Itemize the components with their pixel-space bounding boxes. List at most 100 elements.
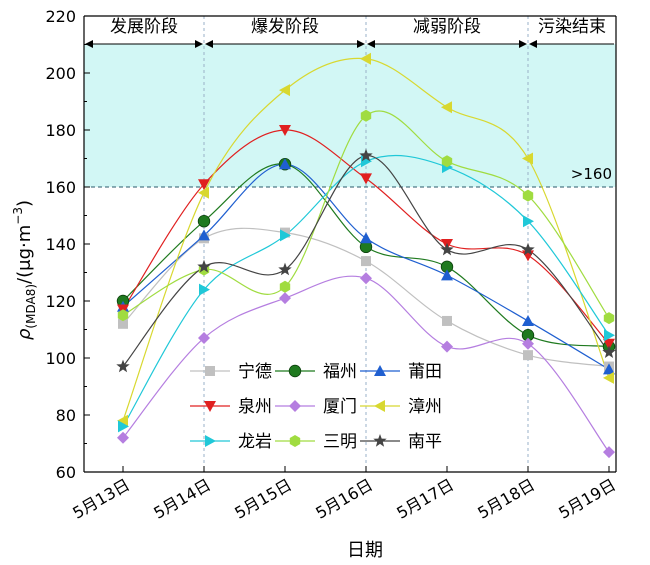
data-point-7-4 <box>441 155 453 168</box>
phase-label-1: 爆发阶段 <box>251 17 319 37</box>
data-point-5-6 <box>603 371 614 384</box>
data-point-6-2 <box>280 229 291 242</box>
data-point-4-5 <box>522 337 534 350</box>
y-tick-label: 120 <box>45 292 76 311</box>
legend-label-2: 莆田 <box>408 362 442 382</box>
data-point-0-3 <box>361 256 371 267</box>
x-tick-label: 5月17日 <box>393 475 457 523</box>
y-axis-title-exponent: −3 <box>11 207 25 225</box>
data-point-5-1 <box>198 186 209 199</box>
data-point-6-6 <box>604 329 615 342</box>
legend-label-8: 南平 <box>408 432 442 452</box>
data-point-2-1 <box>198 229 210 241</box>
data-point-4-2 <box>279 292 291 305</box>
data-point-8-0 <box>116 359 130 373</box>
phase-label-2: 减弱阶段 <box>413 17 481 37</box>
x-tick-label: 5月18日 <box>474 475 538 523</box>
data-point-3-2 <box>279 125 291 136</box>
phase-arrow-head-left <box>205 40 213 48</box>
x-axis-title: 日期 <box>347 540 383 561</box>
series-markers <box>116 52 616 459</box>
data-point-8-1 <box>197 259 211 273</box>
legend-label-0: 宁德 <box>238 362 272 382</box>
data-point-2-4 <box>441 269 453 281</box>
x-tick-label: 5月15日 <box>231 475 295 523</box>
phase-arrow-head-right <box>519 40 527 48</box>
legend-marker-8 <box>373 434 387 447</box>
legend-marker-3 <box>204 401 216 412</box>
data-point-0-5 <box>523 350 533 361</box>
legend-label-1: 福州 <box>323 362 357 382</box>
y-tick-label: 80 <box>56 406 76 425</box>
y-axis-title-close: ) <box>14 200 35 207</box>
legend-marker-7 <box>289 435 301 447</box>
phase-arrow-head-right <box>195 40 203 48</box>
data-point-3-1 <box>198 179 210 191</box>
data-point-2-6 <box>603 363 615 375</box>
data-point-6-5 <box>523 215 534 228</box>
legend-marker-1 <box>288 364 302 378</box>
data-point-3-6 <box>603 338 615 350</box>
data-point-0-0 <box>118 318 128 329</box>
data-point-4-1 <box>198 332 210 344</box>
x-tick-label: 5月13日 <box>69 475 133 523</box>
phase-label-3: 污染结束 <box>538 17 606 37</box>
data-point-7-0 <box>117 309 129 322</box>
legend-marker-0 <box>205 366 215 376</box>
data-point-5-0 <box>117 414 128 427</box>
y-axis-title-unit: /(μg·m <box>14 225 35 284</box>
data-point-4-0 <box>117 431 129 444</box>
legend-marker-6 <box>205 435 216 447</box>
data-point-2-3 <box>360 232 372 244</box>
y-axis-title-subscript: (MDA8) <box>24 284 38 329</box>
data-point-7-6 <box>603 312 615 325</box>
y-axis-title-symbol: ρ <box>14 328 35 340</box>
legend-label-4: 厦门 <box>323 397 357 417</box>
data-point-5-4 <box>441 101 452 114</box>
legend-marker-4 <box>289 400 301 412</box>
data-point-8-6 <box>602 345 616 358</box>
phase-arrow-head-left <box>85 40 93 48</box>
phase-annotations: 发展阶段 爆发阶段 减弱阶段 污染结束 <box>85 17 614 48</box>
data-point-8-5 <box>521 242 535 256</box>
y-tick-label: 140 <box>45 235 76 254</box>
y-tick-label: 180 <box>45 121 76 140</box>
x-tick-label: 5月16日 <box>312 475 376 523</box>
threshold-line: >160 <box>84 165 616 188</box>
data-point-4-6 <box>603 446 615 459</box>
y-tick-label: 160 <box>45 178 76 197</box>
data-point-6-0 <box>118 420 129 433</box>
y-axis-title: ρ(MDA8)/(μg·m−3) <box>11 200 38 340</box>
legend-marker-5 <box>374 400 385 412</box>
data-point-8-4 <box>440 242 454 256</box>
threshold-band <box>84 44 616 187</box>
legend-label-5: 漳州 <box>408 397 442 417</box>
data-point-4-3 <box>360 272 372 285</box>
phase-arrow-head-left <box>529 40 537 48</box>
legend-label-7: 三明 <box>323 432 357 452</box>
data-point-1-1 <box>197 214 211 228</box>
legend-label-3: 泉州 <box>238 397 272 417</box>
data-point-2-2 <box>279 158 291 170</box>
threshold-label: >160 <box>571 165 612 183</box>
data-point-8-2 <box>278 262 292 276</box>
legend-label-6: 龙岩 <box>238 432 272 452</box>
data-point-5-3 <box>360 52 371 65</box>
phase-arrow-head-right <box>357 40 365 48</box>
data-point-8-3 <box>359 148 373 162</box>
x-tick-label: 5月19日 <box>555 475 619 523</box>
y-tick-label: 200 <box>45 64 76 83</box>
data-point-7-5 <box>522 189 534 202</box>
data-point-3-3 <box>360 173 372 185</box>
data-point-5-5 <box>522 152 533 165</box>
y-tick-label: 220 <box>45 7 76 26</box>
y-tick-label: 100 <box>45 349 76 368</box>
data-point-0-4 <box>442 315 452 326</box>
threshold-band-fill <box>84 44 616 187</box>
data-point-2-5 <box>522 315 534 326</box>
y-tick-label: 60 <box>56 463 76 482</box>
legend-marker-2 <box>374 365 386 376</box>
data-point-5-2 <box>279 84 290 97</box>
